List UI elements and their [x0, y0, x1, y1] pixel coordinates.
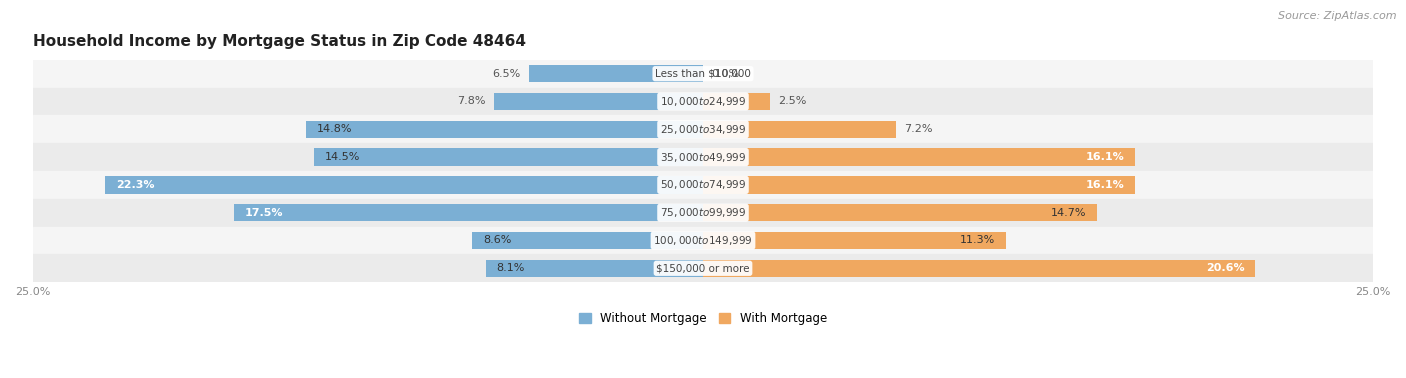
Bar — [703, 232, 1005, 249]
Bar — [703, 176, 1135, 194]
Text: $100,000 to $149,999: $100,000 to $149,999 — [654, 234, 752, 247]
Text: 20.6%: 20.6% — [1206, 263, 1244, 273]
Text: $25,000 to $34,999: $25,000 to $34,999 — [659, 123, 747, 136]
Bar — [314, 149, 703, 166]
Text: 16.1%: 16.1% — [1085, 180, 1123, 190]
Bar — [32, 60, 1374, 88]
Bar — [703, 149, 1135, 166]
Bar — [494, 93, 703, 110]
Text: $50,000 to $74,999: $50,000 to $74,999 — [659, 178, 747, 191]
Bar — [233, 204, 703, 221]
Text: Less than $10,000: Less than $10,000 — [655, 69, 751, 79]
Text: 14.7%: 14.7% — [1050, 208, 1087, 218]
Text: $150,000 or more: $150,000 or more — [657, 263, 749, 273]
Bar — [32, 115, 1374, 143]
Text: 2.5%: 2.5% — [778, 96, 807, 107]
Text: 8.1%: 8.1% — [496, 263, 524, 273]
Text: 7.8%: 7.8% — [457, 96, 486, 107]
Bar — [32, 171, 1374, 199]
Text: $35,000 to $49,999: $35,000 to $49,999 — [659, 150, 747, 164]
Text: $10,000 to $24,999: $10,000 to $24,999 — [659, 95, 747, 108]
Bar — [529, 65, 703, 82]
Text: 6.5%: 6.5% — [492, 69, 520, 79]
Bar — [105, 176, 703, 194]
Text: 17.5%: 17.5% — [245, 208, 283, 218]
Bar — [486, 260, 703, 277]
Legend: Without Mortgage, With Mortgage: Without Mortgage, With Mortgage — [579, 312, 827, 325]
Text: 8.6%: 8.6% — [484, 235, 512, 245]
Text: 14.8%: 14.8% — [316, 124, 353, 134]
Text: Source: ZipAtlas.com: Source: ZipAtlas.com — [1278, 11, 1396, 21]
Text: $75,000 to $99,999: $75,000 to $99,999 — [659, 206, 747, 219]
Bar — [32, 199, 1374, 226]
Bar — [703, 204, 1097, 221]
Bar — [472, 232, 703, 249]
Text: 7.2%: 7.2% — [904, 124, 932, 134]
Text: Household Income by Mortgage Status in Zip Code 48464: Household Income by Mortgage Status in Z… — [32, 34, 526, 49]
Bar — [703, 260, 1256, 277]
Bar — [32, 226, 1374, 254]
Bar — [703, 93, 770, 110]
Bar — [32, 88, 1374, 115]
Text: 16.1%: 16.1% — [1085, 152, 1123, 162]
Bar — [307, 121, 703, 138]
Text: 0.0%: 0.0% — [711, 69, 740, 79]
Bar — [32, 143, 1374, 171]
Bar — [703, 121, 896, 138]
Bar — [32, 254, 1374, 282]
Text: 22.3%: 22.3% — [115, 180, 155, 190]
Text: 14.5%: 14.5% — [325, 152, 360, 162]
Text: 11.3%: 11.3% — [960, 235, 995, 245]
